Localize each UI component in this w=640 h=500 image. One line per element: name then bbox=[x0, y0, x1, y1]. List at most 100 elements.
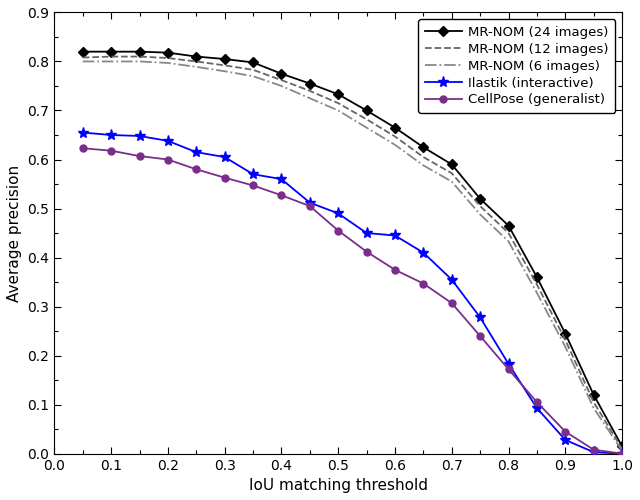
MR-NOM (24 images) bbox=[221, 56, 228, 62]
MR-NOM (24 images) bbox=[278, 70, 285, 76]
MR-NOM (24 images) bbox=[193, 54, 200, 60]
MR-NOM (6 images) bbox=[306, 95, 314, 101]
MR-NOM (6 images) bbox=[476, 212, 484, 218]
MR-NOM (6 images) bbox=[193, 64, 200, 70]
MR-NOM (12 images) bbox=[618, 446, 626, 452]
Line: MR-NOM (6 images): MR-NOM (6 images) bbox=[83, 62, 622, 450]
MR-NOM (24 images) bbox=[79, 48, 86, 54]
Ilastik (interactive) bbox=[590, 449, 598, 455]
Ilastik (interactive) bbox=[164, 138, 172, 144]
Ilastik (interactive) bbox=[561, 437, 569, 443]
CellPose (generalist) bbox=[618, 450, 626, 456]
MR-NOM (12 images) bbox=[136, 54, 143, 60]
Ilastik (interactive) bbox=[391, 232, 399, 238]
CellPose (generalist) bbox=[193, 166, 200, 172]
MR-NOM (24 images) bbox=[590, 392, 598, 398]
Ilastik (interactive) bbox=[618, 450, 626, 456]
MR-NOM (24 images) bbox=[306, 80, 314, 86]
Line: CellPose (generalist): CellPose (generalist) bbox=[79, 145, 625, 457]
CellPose (generalist) bbox=[590, 446, 598, 452]
MR-NOM (12 images) bbox=[79, 54, 86, 60]
MR-NOM (6 images) bbox=[278, 83, 285, 89]
CellPose (generalist) bbox=[334, 228, 342, 234]
Ilastik (interactive) bbox=[79, 130, 86, 136]
MR-NOM (24 images) bbox=[249, 60, 257, 66]
MR-NOM (12 images) bbox=[278, 77, 285, 83]
Ilastik (interactive) bbox=[249, 171, 257, 177]
Ilastik (interactive) bbox=[363, 230, 371, 236]
MR-NOM (12 images) bbox=[590, 399, 598, 405]
Legend: MR-NOM (24 images), MR-NOM (12 images), MR-NOM (6 images), Ilastik (interactive): MR-NOM (24 images), MR-NOM (12 images), … bbox=[418, 19, 616, 113]
CellPose (generalist) bbox=[363, 248, 371, 254]
Line: Ilastik (interactive): Ilastik (interactive) bbox=[77, 127, 628, 459]
Ilastik (interactive) bbox=[278, 176, 285, 182]
Line: MR-NOM (12 images): MR-NOM (12 images) bbox=[83, 56, 622, 448]
MR-NOM (24 images) bbox=[476, 196, 484, 202]
CellPose (generalist) bbox=[249, 182, 257, 188]
CellPose (generalist) bbox=[561, 428, 569, 434]
MR-NOM (24 images) bbox=[505, 222, 513, 228]
Y-axis label: Average precision: Average precision bbox=[7, 164, 22, 302]
MR-NOM (24 images) bbox=[420, 144, 428, 150]
X-axis label: IoU matching threshold: IoU matching threshold bbox=[249, 478, 428, 493]
Ilastik (interactive) bbox=[476, 314, 484, 320]
Ilastik (interactive) bbox=[193, 149, 200, 155]
CellPose (generalist) bbox=[391, 267, 399, 273]
MR-NOM (12 images) bbox=[505, 230, 513, 236]
MR-NOM (24 images) bbox=[448, 162, 456, 168]
Ilastik (interactive) bbox=[448, 276, 456, 282]
MR-NOM (24 images) bbox=[561, 330, 569, 336]
MR-NOM (12 images) bbox=[164, 55, 172, 61]
MR-NOM (12 images) bbox=[334, 100, 342, 106]
MR-NOM (24 images) bbox=[391, 124, 399, 130]
MR-NOM (12 images) bbox=[476, 203, 484, 209]
MR-NOM (12 images) bbox=[306, 88, 314, 94]
MR-NOM (6 images) bbox=[391, 142, 399, 148]
MR-NOM (6 images) bbox=[561, 344, 569, 350]
CellPose (generalist) bbox=[420, 280, 428, 286]
MR-NOM (6 images) bbox=[136, 58, 143, 64]
MR-NOM (6 images) bbox=[448, 178, 456, 184]
MR-NOM (12 images) bbox=[561, 337, 569, 343]
Ilastik (interactive) bbox=[306, 200, 314, 205]
MR-NOM (6 images) bbox=[533, 290, 541, 296]
MR-NOM (6 images) bbox=[505, 238, 513, 244]
Ilastik (interactive) bbox=[334, 210, 342, 216]
MR-NOM (6 images) bbox=[590, 405, 598, 411]
MR-NOM (24 images) bbox=[618, 444, 626, 450]
CellPose (generalist) bbox=[79, 145, 86, 151]
Ilastik (interactive) bbox=[108, 132, 115, 138]
MR-NOM (12 images) bbox=[533, 282, 541, 288]
CellPose (generalist) bbox=[108, 148, 115, 154]
CellPose (generalist) bbox=[136, 153, 143, 159]
CellPose (generalist) bbox=[221, 174, 228, 180]
MR-NOM (6 images) bbox=[363, 124, 371, 130]
MR-NOM (6 images) bbox=[164, 60, 172, 66]
Line: MR-NOM (24 images): MR-NOM (24 images) bbox=[79, 48, 625, 450]
CellPose (generalist) bbox=[448, 300, 456, 306]
CellPose (generalist) bbox=[476, 333, 484, 339]
MR-NOM (12 images) bbox=[249, 67, 257, 73]
MR-NOM (12 images) bbox=[221, 62, 228, 68]
MR-NOM (6 images) bbox=[420, 162, 428, 168]
MR-NOM (6 images) bbox=[249, 73, 257, 79]
CellPose (generalist) bbox=[278, 192, 285, 198]
CellPose (generalist) bbox=[505, 366, 513, 372]
Ilastik (interactive) bbox=[420, 250, 428, 256]
MR-NOM (24 images) bbox=[334, 92, 342, 98]
MR-NOM (6 images) bbox=[334, 108, 342, 114]
Ilastik (interactive) bbox=[533, 405, 541, 411]
CellPose (generalist) bbox=[533, 399, 541, 405]
Ilastik (interactive) bbox=[221, 154, 228, 160]
MR-NOM (6 images) bbox=[221, 68, 228, 74]
Ilastik (interactive) bbox=[136, 133, 143, 139]
MR-NOM (12 images) bbox=[363, 116, 371, 122]
MR-NOM (24 images) bbox=[164, 50, 172, 56]
MR-NOM (6 images) bbox=[618, 448, 626, 454]
MR-NOM (24 images) bbox=[136, 48, 143, 54]
Ilastik (interactive) bbox=[505, 361, 513, 367]
MR-NOM (24 images) bbox=[363, 108, 371, 114]
MR-NOM (12 images) bbox=[420, 154, 428, 160]
MR-NOM (12 images) bbox=[391, 134, 399, 140]
MR-NOM (6 images) bbox=[79, 58, 86, 64]
